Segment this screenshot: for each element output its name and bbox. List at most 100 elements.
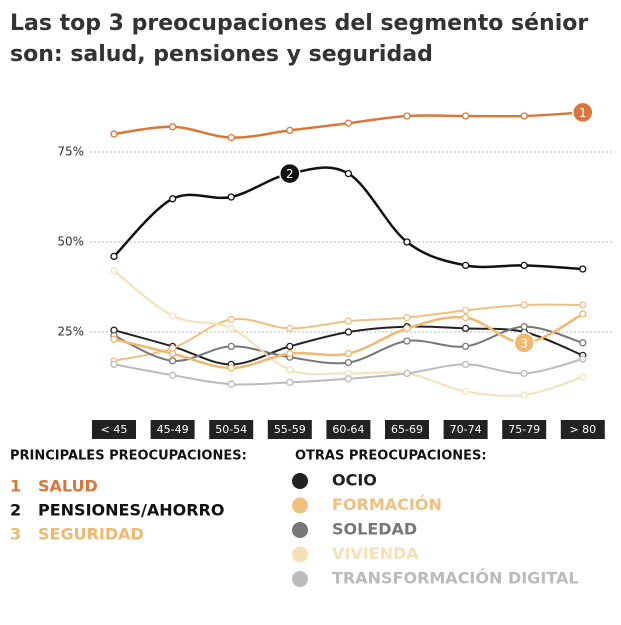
x-tick-label: 75-79 xyxy=(508,423,540,436)
point xyxy=(403,112,411,120)
point xyxy=(403,238,411,246)
point xyxy=(227,342,235,351)
legend-label: TRANSFORMACIÓN DIGITAL xyxy=(332,569,579,588)
point xyxy=(461,313,470,322)
x-tick-label: > 80 xyxy=(569,423,596,436)
x-tick-label: < 45 xyxy=(101,423,128,436)
point xyxy=(110,360,118,369)
point xyxy=(168,357,177,365)
point xyxy=(168,123,177,131)
point xyxy=(520,391,528,399)
legend-title: PRINCIPALES PREOCUPACIONES: xyxy=(10,449,247,464)
x-tick-label: 60-64 xyxy=(332,423,364,436)
rank-marker-label: 3 xyxy=(520,336,528,350)
point xyxy=(286,342,294,351)
point xyxy=(344,349,353,358)
x-tick-box xyxy=(326,420,371,439)
y-tick-label: 75% xyxy=(57,145,84,159)
rank-marker-label: 2 xyxy=(286,167,294,181)
x-tick-box xyxy=(267,420,312,439)
legend-rank: 2 xyxy=(10,501,21,520)
title-box: Las top 3 preocupaciones del segmento sé… xyxy=(10,11,589,67)
point xyxy=(344,358,353,367)
legend-label: SEGURIDAD xyxy=(38,525,144,544)
point xyxy=(579,310,587,318)
point xyxy=(110,252,118,261)
chart-title: Las top 3 preocupaciones del segmento sé… xyxy=(10,11,589,67)
point xyxy=(461,324,470,333)
point xyxy=(579,265,587,273)
legend-title: OTRAS PREOCUPACIONES: xyxy=(295,449,487,464)
point xyxy=(461,112,470,120)
point xyxy=(461,306,470,315)
point xyxy=(520,112,528,120)
x-tick-box xyxy=(443,420,488,439)
legend-rank: 3 xyxy=(10,525,21,544)
x-tick-label: 55-59 xyxy=(274,423,306,436)
legend-label: FORMACIÓN xyxy=(332,495,442,514)
x-tick-label: 70-74 xyxy=(450,423,482,436)
point xyxy=(461,360,470,369)
x-tick-box xyxy=(502,420,547,439)
x-tick-box xyxy=(150,420,195,439)
legend-swatch xyxy=(292,546,308,563)
point xyxy=(344,317,353,325)
point xyxy=(227,133,235,142)
x-tick-box xyxy=(92,420,136,439)
point xyxy=(520,322,528,331)
point xyxy=(520,369,528,378)
point xyxy=(344,375,353,383)
x-tick-label: 65-69 xyxy=(391,423,423,436)
point xyxy=(227,380,235,388)
point xyxy=(403,324,411,333)
legend-rank: 1 xyxy=(10,477,21,496)
point xyxy=(461,342,470,351)
legend-label: PENSIONES/AHORRO xyxy=(38,501,224,520)
legend-swatch xyxy=(292,571,308,587)
point xyxy=(286,366,294,374)
point xyxy=(579,355,587,363)
rank-marker-label: 1 xyxy=(579,106,587,120)
point xyxy=(110,335,118,343)
point xyxy=(520,261,528,270)
y-tick-label: 25% xyxy=(57,325,84,339)
x-tick-label: 45-49 xyxy=(157,423,189,436)
x-tick-label: 50-54 xyxy=(215,423,247,436)
legend-swatch xyxy=(292,473,308,489)
point xyxy=(344,119,353,127)
point xyxy=(227,364,235,372)
x-tick-box xyxy=(385,420,429,439)
point xyxy=(286,324,294,333)
point xyxy=(520,301,528,309)
point xyxy=(286,349,294,358)
point xyxy=(110,267,118,275)
legend-swatch xyxy=(292,522,308,538)
legend-label: SALUD xyxy=(38,477,98,496)
point xyxy=(227,193,235,201)
point xyxy=(110,130,118,138)
point xyxy=(579,373,587,381)
legend-label: SOLEDAD xyxy=(332,520,417,539)
x-tick-box xyxy=(209,420,254,439)
x-tick-box xyxy=(560,420,605,439)
rank-marker xyxy=(513,332,535,354)
point xyxy=(227,315,235,324)
rank-marker xyxy=(279,162,301,185)
point xyxy=(286,378,294,387)
point xyxy=(168,349,177,358)
point xyxy=(344,169,353,178)
series-line xyxy=(113,166,583,271)
legend-label: OCIO xyxy=(332,471,377,490)
point xyxy=(403,369,411,378)
point xyxy=(168,195,177,203)
point xyxy=(403,337,411,345)
point xyxy=(227,324,235,333)
point xyxy=(286,126,294,135)
legend-label: VIVIENDA xyxy=(332,544,419,563)
point xyxy=(579,339,587,347)
point xyxy=(461,387,470,396)
point xyxy=(579,301,587,309)
point xyxy=(168,312,177,320)
point xyxy=(403,313,411,322)
